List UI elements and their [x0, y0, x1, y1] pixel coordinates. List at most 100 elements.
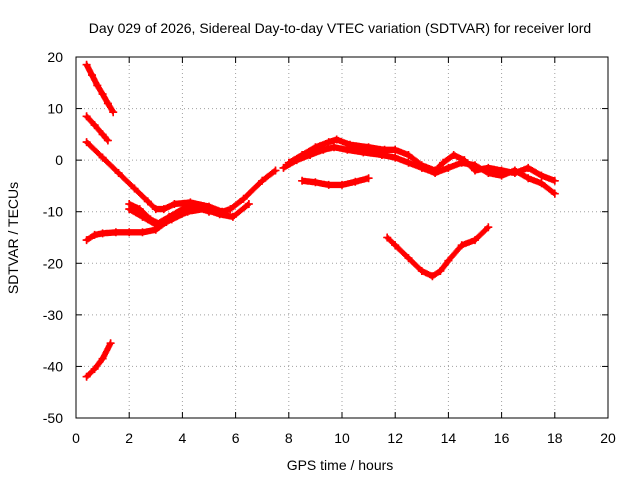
series-arc-f: [125, 202, 213, 229]
data-point: [205, 207, 213, 216]
data-point: [82, 112, 91, 121]
data-point: [377, 151, 386, 159]
series-arc-k: [82, 339, 115, 381]
data-point: [279, 163, 288, 172]
data-point: [524, 174, 533, 183]
data-point: [359, 148, 368, 157]
x-tick-label: 6: [232, 430, 240, 446]
data-point: [537, 171, 546, 180]
data-point: [457, 158, 466, 167]
data-point: [391, 153, 400, 162]
data-point: [444, 256, 453, 265]
data-point: [151, 205, 160, 214]
data-point: [383, 233, 392, 242]
x-tick-label: 0: [72, 430, 80, 446]
x-tick-label: 16: [494, 430, 510, 446]
data-point: [90, 365, 99, 373]
data-point: [82, 60, 91, 69]
data-point: [324, 180, 333, 189]
data-point: [138, 228, 147, 237]
data-point: [524, 163, 533, 172]
data-point: [109, 108, 118, 117]
data-point: [391, 241, 400, 250]
data-point: [497, 171, 506, 180]
data-point: [98, 354, 107, 363]
data-point: [332, 135, 341, 144]
data-point: [165, 212, 174, 221]
y-tick-label: -40: [43, 358, 63, 374]
series-arc-h: [279, 143, 559, 198]
data-point: [228, 212, 237, 221]
data-point: [138, 212, 147, 221]
data-point: [159, 205, 168, 214]
data-point: [114, 169, 123, 177]
axis-ticks: 0 2 4 6 8 10 12 14 16 18 20 -50 -40 -30 -20 -10 0 10 20: [43, 49, 616, 446]
y-tick-label: -20: [43, 255, 63, 271]
data-point: [324, 138, 333, 147]
data-point: [351, 177, 360, 186]
x-axis-label: GPS time / hours: [287, 457, 394, 473]
data-point: [239, 194, 248, 203]
y-tick-label: -30: [43, 307, 63, 323]
data-point: [404, 254, 413, 263]
grid-lines: [76, 57, 608, 418]
data-point: [550, 189, 559, 198]
y-tick-label: 10: [47, 101, 63, 117]
data-point: [417, 267, 426, 275]
x-tick-label: 2: [125, 430, 133, 446]
x-tick-label: 8: [285, 430, 293, 446]
data-point: [364, 174, 373, 183]
data-point: [449, 151, 458, 159]
data-point: [330, 143, 338, 152]
y-tick-label: -50: [43, 410, 63, 426]
data-point: [93, 81, 102, 90]
data-point: [90, 121, 99, 130]
y-tick-label: 0: [55, 152, 63, 168]
data-point: [170, 200, 179, 208]
data-point: [444, 163, 453, 172]
data-point: [258, 176, 267, 185]
data-point: [82, 372, 91, 381]
data-point: [98, 229, 107, 238]
x-tick-label: 4: [179, 430, 187, 446]
x-tick-label: 12: [387, 430, 403, 446]
data-point: [88, 71, 96, 80]
data-point: [111, 228, 120, 237]
series-arc-a: [82, 60, 118, 117]
data-point: [298, 176, 307, 185]
data-point: [537, 179, 546, 188]
data-point: [215, 210, 224, 219]
data-point: [404, 158, 413, 167]
data-point: [90, 230, 99, 239]
data-point: [439, 158, 448, 167]
data-point: [98, 130, 107, 139]
data-point: [103, 99, 112, 108]
data-point: [98, 153, 107, 162]
data-point: [457, 241, 466, 250]
data-point: [106, 339, 115, 348]
series-arc-b: [82, 112, 112, 145]
data-point: [550, 176, 559, 185]
data-point: [431, 169, 440, 177]
data-point: [135, 205, 144, 214]
data-point: [98, 90, 107, 99]
data-point: [338, 180, 346, 189]
data-point: [191, 202, 200, 211]
data-point: [178, 205, 187, 214]
data-series: [82, 60, 559, 381]
data-point: [244, 200, 253, 208]
x-tick-label: 14: [441, 430, 457, 446]
data-point: [130, 184, 139, 193]
y-tick-label: 20: [47, 49, 63, 65]
y-tick-label: -10: [43, 204, 63, 220]
data-point: [484, 223, 493, 232]
data-point: [125, 205, 134, 214]
data-point: [471, 236, 479, 245]
data-point: [471, 161, 479, 170]
data-point: [125, 228, 134, 237]
x-tick-label: 20: [600, 430, 616, 446]
data-point: [417, 163, 426, 172]
data-point: [103, 136, 112, 145]
